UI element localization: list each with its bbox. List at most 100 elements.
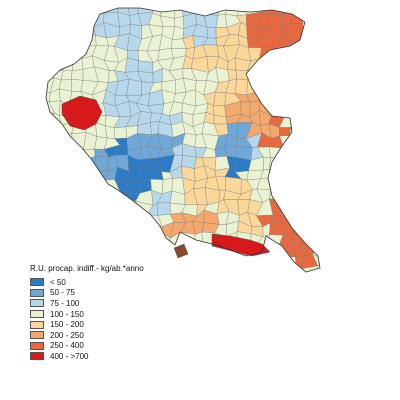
municipality-area <box>314 209 320 227</box>
municipality-area <box>146 232 162 247</box>
municipality-area <box>69 177 86 191</box>
municipality-area <box>291 190 305 205</box>
municipality-area <box>206 27 217 39</box>
municipality-area <box>58 37 76 49</box>
municipality-area <box>303 220 318 237</box>
municipality-area <box>328 13 338 25</box>
municipality-area <box>58 25 76 40</box>
municipality-area <box>312 167 320 178</box>
municipality-area <box>213 255 227 270</box>
municipality-area <box>46 167 51 184</box>
municipality-area <box>267 68 286 83</box>
municipality-area <box>314 190 320 206</box>
municipality-area <box>95 155 110 172</box>
municipality-area <box>323 70 334 82</box>
municipality-area <box>104 226 117 238</box>
municipality-area <box>84 189 96 206</box>
municipality-area <box>313 8 320 17</box>
municipality-area <box>114 233 130 248</box>
municipality-area <box>323 112 337 127</box>
municipality-area <box>323 277 338 293</box>
legend-label: 100 - 150 <box>50 309 84 319</box>
municipality-area <box>204 266 219 272</box>
municipality-area <box>84 202 99 217</box>
municipality-area <box>181 265 195 272</box>
municipality-area <box>305 277 315 294</box>
municipality-area <box>290 178 304 194</box>
municipality-area <box>105 212 117 227</box>
legend-swatch <box>30 331 44 340</box>
municipality-area <box>46 189 51 205</box>
municipality-area <box>47 23 61 41</box>
municipality-area <box>48 204 62 213</box>
municipality-area <box>337 104 350 114</box>
legend-label: 50 - 75 <box>50 288 75 298</box>
municipality-area <box>328 167 340 181</box>
municipality-area <box>338 194 349 199</box>
municipality-area <box>72 187 86 206</box>
municipality-area <box>268 244 284 259</box>
municipality-area <box>323 104 339 114</box>
municipality-area <box>337 254 350 270</box>
municipality-area <box>291 143 306 162</box>
municipality-area <box>280 167 293 183</box>
municipality-area <box>334 68 350 84</box>
municipality-area <box>46 200 50 211</box>
municipality-area <box>193 8 209 15</box>
municipality-area <box>301 79 317 95</box>
municipality-area <box>180 277 195 294</box>
municipality-area <box>160 8 176 19</box>
legend-swatch <box>30 288 44 297</box>
municipality-area <box>46 156 53 169</box>
municipality-area <box>72 204 87 217</box>
legend-label: 150 - 200 <box>50 320 84 330</box>
municipality-area <box>303 33 314 50</box>
municipality-area <box>82 223 99 237</box>
municipality-area <box>46 244 51 257</box>
municipality-area <box>257 58 274 72</box>
legend-label: 200 - 250 <box>50 330 84 340</box>
municipality-area <box>236 281 250 293</box>
municipality-area <box>323 235 338 248</box>
municipality-area <box>270 257 284 270</box>
municipality-area <box>337 265 351 283</box>
municipality-area <box>115 198 128 214</box>
municipality-area <box>323 125 336 139</box>
municipality-area <box>84 210 99 227</box>
municipality-area <box>312 68 320 82</box>
municipality-area <box>158 277 172 292</box>
municipality-area <box>174 8 184 19</box>
municipality-area <box>338 233 350 248</box>
municipality-area <box>338 247 350 256</box>
municipality-area <box>158 245 174 260</box>
municipality-area <box>207 255 216 271</box>
municipality-area <box>49 233 62 249</box>
municipality-area <box>334 58 350 71</box>
municipality-area <box>278 90 294 105</box>
municipality-area <box>46 13 55 26</box>
municipality-area <box>246 79 260 96</box>
municipality-area <box>279 190 296 204</box>
municipality-area <box>289 122 308 138</box>
municipality-area <box>334 156 347 171</box>
legend-label: 75 - 100 <box>50 298 80 308</box>
municipality-area <box>306 122 318 138</box>
municipality-area <box>157 202 171 216</box>
municipality-area <box>71 222 86 239</box>
municipality-area <box>149 265 159 272</box>
municipality-area <box>293 202 306 214</box>
municipality-area <box>97 210 109 227</box>
municipality-area <box>61 212 73 226</box>
municipality-area <box>338 224 347 235</box>
municipality-area <box>315 220 320 237</box>
municipality-area <box>124 238 142 248</box>
municipality-area <box>289 70 303 82</box>
municipality-area <box>292 90 303 105</box>
municipality-area <box>304 8 318 17</box>
municipality-area <box>191 278 205 290</box>
legend-item: 400 - >700 <box>30 351 144 362</box>
municipality-area <box>83 177 98 192</box>
legend-item: 250 - 400 <box>30 341 144 352</box>
municipality-area <box>113 126 127 139</box>
